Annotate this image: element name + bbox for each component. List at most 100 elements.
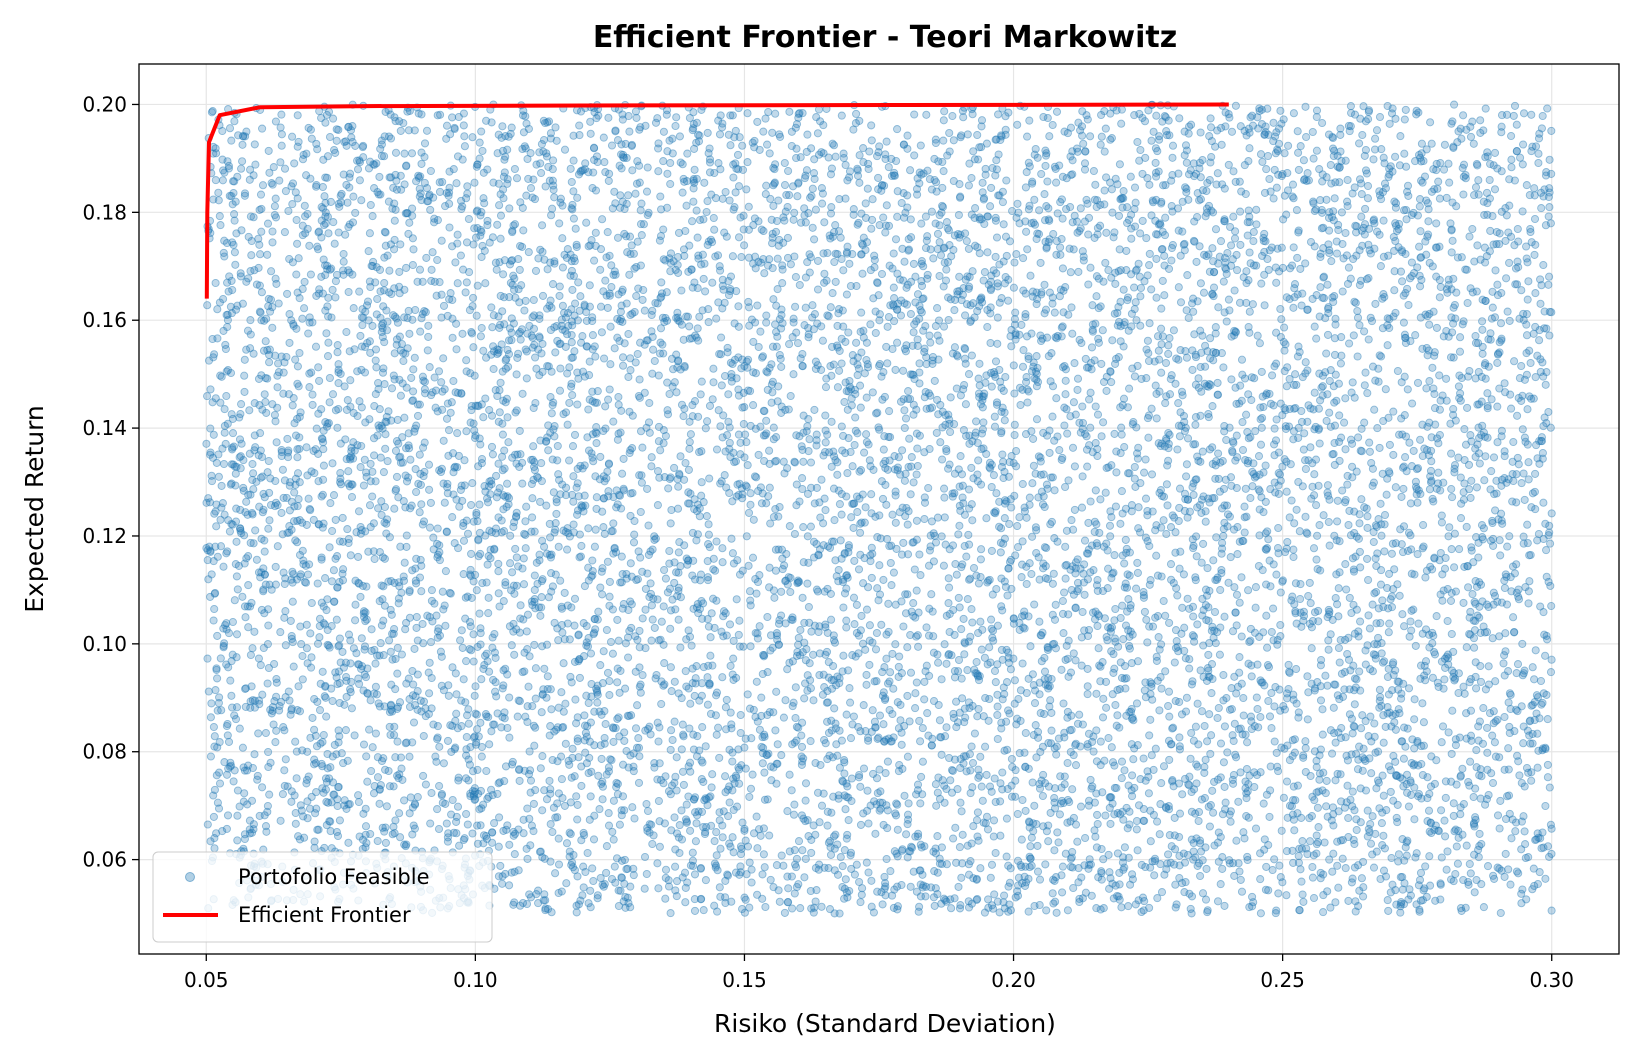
scatter-point (753, 301, 762, 310)
scatter-point (632, 575, 641, 585)
scatter-point (569, 214, 578, 223)
scatter-point (1143, 271, 1152, 280)
scatter-point (950, 306, 959, 315)
scatter-point (1546, 539, 1555, 548)
scatter-point (1256, 712, 1265, 722)
scatter-point (1369, 650, 1378, 659)
scatter-point (983, 322, 992, 332)
scatter-point (993, 339, 1002, 348)
scatter-point (1471, 813, 1480, 822)
scatter-point (1538, 111, 1547, 121)
scatter-point (1066, 268, 1075, 277)
scatter-point (887, 737, 896, 746)
scatter-point (608, 649, 617, 658)
scatter-point (1322, 349, 1331, 358)
scatter-point (1041, 151, 1051, 160)
scatter-point (202, 544, 211, 553)
scatter-point (405, 218, 414, 227)
scatter-point (393, 737, 402, 746)
scatter-point (479, 413, 488, 422)
scatter-point (1325, 248, 1334, 258)
scatter-point (389, 822, 398, 831)
scatter-point (1359, 744, 1368, 753)
scatter-point (1002, 645, 1011, 654)
scatter-point (667, 687, 676, 696)
scatter-point (1456, 473, 1465, 482)
scatter-point (408, 315, 417, 324)
scatter-point (824, 673, 833, 682)
scatter-point (1092, 904, 1101, 913)
scatter-point (1366, 820, 1375, 829)
scatter-point (1310, 470, 1319, 479)
scatter-point (743, 842, 753, 851)
scatter-point (472, 586, 481, 595)
scatter-point (1115, 160, 1124, 169)
scatter-point (471, 682, 480, 691)
scatter-point (686, 861, 695, 870)
scatter-point (1030, 801, 1039, 810)
scatter-point (1027, 329, 1036, 338)
scatter-point (433, 733, 442, 742)
scatter-point (407, 373, 416, 382)
scatter-point (503, 145, 512, 154)
scatter-point (1435, 430, 1444, 440)
scatter-point (1210, 607, 1220, 617)
scatter-point (261, 337, 270, 346)
scatter-point (1478, 349, 1487, 358)
scatter-point (646, 547, 655, 556)
scatter-point (531, 353, 540, 362)
scatter-point (920, 677, 929, 686)
scatter-point (1032, 375, 1041, 384)
scatter-point (1181, 141, 1191, 150)
scatter-point (1157, 640, 1166, 649)
scatter-point (846, 698, 855, 707)
scatter-point (1083, 682, 1092, 691)
scatter-point (834, 486, 843, 495)
scatter-point (1457, 906, 1466, 915)
scatter-point (762, 429, 771, 438)
scatter-point (709, 378, 718, 387)
scatter-point (1103, 636, 1112, 645)
scatter-point (1320, 838, 1329, 847)
scatter-point (1177, 421, 1186, 431)
scatter-point (1276, 706, 1285, 715)
scatter-point (1547, 601, 1556, 611)
scatter-point (253, 771, 262, 780)
scatter-point (708, 395, 717, 404)
scatter-point (1406, 531, 1415, 540)
scatter-point (1170, 658, 1179, 667)
scatter-point (678, 720, 687, 729)
scatter-point (728, 757, 737, 766)
scatter-point (1084, 545, 1093, 554)
scatter-point (218, 176, 227, 185)
scatter-point (924, 483, 933, 493)
scatter-point (704, 318, 713, 327)
scatter-point (699, 274, 708, 283)
scatter-point (727, 377, 736, 386)
scatter-point (1511, 827, 1520, 836)
scatter-point (1124, 595, 1133, 604)
scatter-point (1256, 768, 1265, 777)
scatter-point (340, 382, 349, 391)
scatter-point (1366, 839, 1376, 848)
scatter-point (258, 508, 267, 517)
scatter-point (1398, 835, 1407, 844)
scatter-point (842, 492, 851, 501)
scatter-point (993, 279, 1002, 288)
scatter-point (218, 827, 227, 836)
scatter-point (960, 650, 969, 659)
scatter-point (1445, 178, 1454, 187)
scatter-point (747, 878, 756, 887)
scatter-point (1023, 245, 1032, 254)
scatter-point (960, 343, 969, 353)
scatter-point (1399, 754, 1408, 763)
scatter-point (439, 354, 448, 363)
scatter-point (641, 121, 650, 130)
scatter-point (1527, 701, 1536, 710)
scatter-point (445, 588, 454, 597)
scatter-point (472, 311, 481, 320)
scatter-point (217, 706, 226, 715)
scatter-point (1220, 184, 1229, 193)
scatter-point (1152, 293, 1161, 302)
